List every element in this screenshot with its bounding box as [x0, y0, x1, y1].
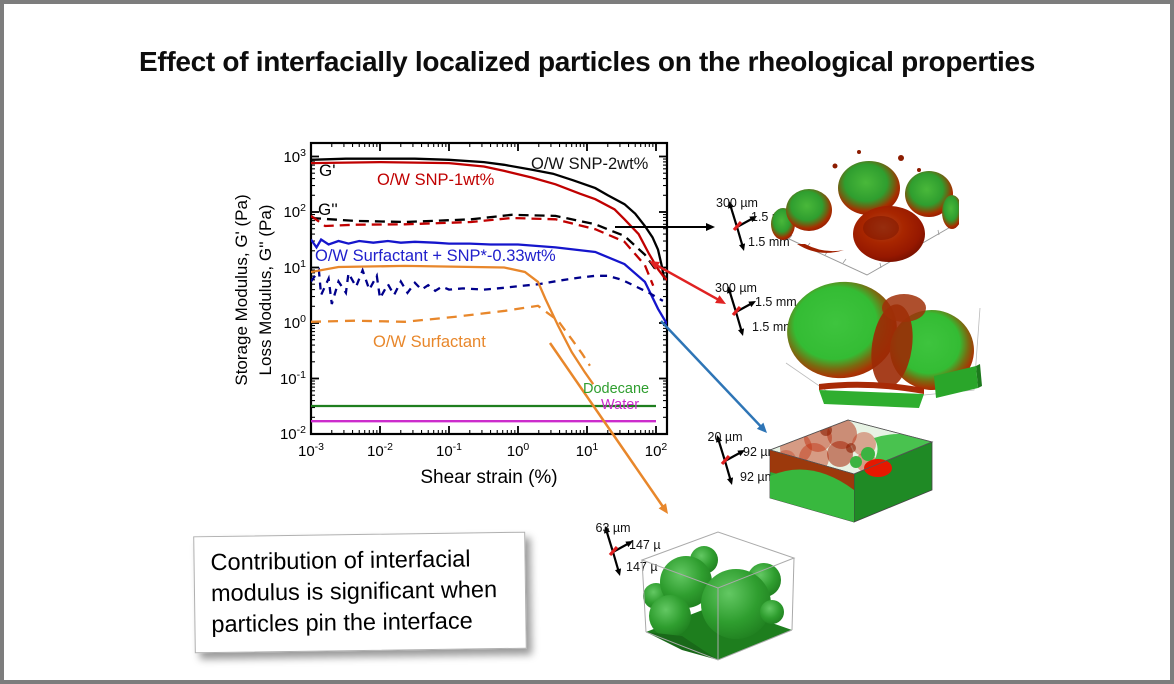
series-label-surfactant-snp: O/W Surfactant + SNP*-0.33wt% [315, 247, 556, 265]
x-axis-label: Shear strain (%) [420, 467, 558, 488]
connector-arrow-orange-head [658, 503, 668, 514]
scale-triad-2-head [748, 301, 756, 308]
scale-triad-1 [729, 205, 739, 228]
scale-triad-2-head [738, 328, 745, 336]
series-o-w-surfactant-snp-0-33wt-g- [311, 266, 664, 305]
connector-arrow-blue [660, 320, 764, 429]
scale-triad-4-red-mark [608, 545, 619, 557]
y-tick-label: 10-2 [279, 424, 306, 443]
scale-triad-2-red-mark [731, 305, 742, 317]
y-axis-label-storage: Storage Modulus, G' (Pa) [232, 194, 251, 386]
x-tick-label: 101 [575, 441, 599, 460]
note-box: Contribution of interfacial modulus is s… [193, 531, 527, 654]
confocal-3d-snp1-image [784, 268, 982, 415]
scale-annotation-2-bottom: 1.5 mm [752, 320, 794, 334]
scale-triad-3 [723, 460, 732, 481]
y-tick-label: 102 [283, 202, 306, 221]
y-axis-label-loss: Loss Modulus, G'' (Pa) [256, 204, 275, 376]
x-tick-label: 10-3 [297, 441, 325, 460]
connector-arrow-red-head [649, 261, 660, 270]
scale-triad-3 [717, 439, 727, 462]
scale-triad-1 [735, 226, 744, 247]
scale-triad-4-head [615, 568, 622, 576]
rheology-chart [309, 141, 767, 576]
scale-triad-1-head [749, 216, 757, 223]
y-tick-label: 103 [283, 146, 306, 166]
series-o-w-snp-2wt-g- [311, 157, 666, 280]
scale-triad-2 [734, 311, 743, 332]
series-label-snp1: O/W SNP-1wt% [377, 171, 495, 189]
g-prime-label: G' [319, 161, 336, 180]
x-tick-label: 10-2 [366, 441, 394, 460]
scale-triad-1-head [728, 201, 735, 209]
connector-arrow-orange [548, 342, 666, 509]
confocal-3d-snp2-image [769, 130, 962, 283]
scale-annotation-3-top: 20 µm [707, 430, 743, 444]
x-tick-label: 10-1 [435, 441, 463, 460]
scale-triad-2-head [727, 286, 734, 294]
scale-triad-1-head [739, 243, 746, 251]
x-tick-label: 100 [506, 441, 530, 460]
scale-annotation-4-right: 147 µ [629, 538, 661, 552]
series-o-w-surfactant-snp-0-33wt-g- [311, 237, 667, 325]
series-o-w-snp-1wt-g- [311, 214, 655, 287]
x-tick-label: 102 [644, 441, 668, 460]
series-label-snp2: O/W SNP-2wt% [531, 155, 649, 173]
scale-triad-2 [728, 290, 738, 313]
series-o-w-surfactant-g- [311, 264, 595, 385]
connector-arrow-red [654, 263, 721, 302]
scale-triad-3-head [737, 450, 745, 457]
scale-annotation-2-right: 1.5 mm [755, 295, 797, 309]
g-loss-label: G'' [318, 200, 338, 219]
scale-triad-1-red-mark [732, 220, 743, 232]
scale-annotation-3-right: 92 µm [743, 445, 778, 459]
scale-triad-4-head [604, 526, 611, 534]
scale-annotation-1-top: 300 µm [716, 196, 758, 210]
connector-arrow-blue-head [756, 422, 767, 433]
confocal-3d-surfactant-snp-image [756, 410, 941, 541]
slide-title: Effect of interfacially localized partic… [138, 46, 1036, 77]
series-label-surfactant: O/W Surfactant [373, 333, 486, 351]
series-o-w-snp-2wt-g- [311, 213, 657, 270]
series-o-w-surfactant-g- [311, 304, 591, 367]
scale-triad-3-head [727, 477, 734, 485]
series-label-water: Water [601, 397, 640, 413]
confocal-3d-surfactant-image [622, 518, 810, 675]
scale-annotation-2-top: 300 µm [715, 281, 757, 295]
scale-triad-3-red-mark [720, 454, 731, 466]
plot-frame [309, 141, 669, 436]
connector-arrow-black-head [706, 222, 715, 232]
y-tick-label: 100 [283, 313, 306, 332]
y-tick-label: 10-1 [279, 368, 306, 388]
scale-annotation-4-bottom: 147 µ [626, 560, 658, 574]
scale-triad-4 [611, 551, 620, 572]
scale-triad-3-head [716, 435, 723, 443]
scale-annotation-4-top: 63 µm [595, 521, 631, 535]
scale-triad-4 [605, 530, 615, 553]
scale-triad-4-head [625, 541, 633, 548]
series-label-dodecane: Dodecane [583, 381, 650, 397]
connector-arrow-red-head [715, 295, 726, 304]
y-tick-label: 101 [283, 257, 306, 277]
scale-annotation-3-bottom: 92 µm [740, 470, 775, 484]
